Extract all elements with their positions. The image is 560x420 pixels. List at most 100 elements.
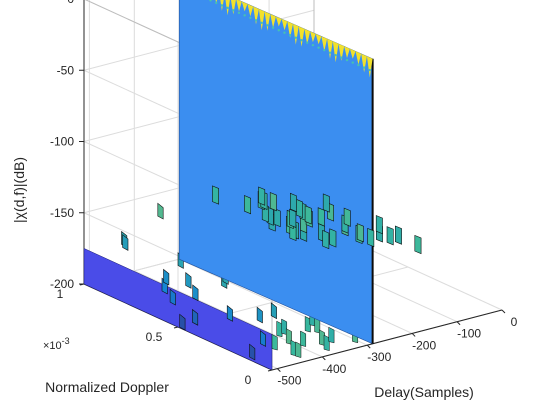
left-sidelobe-strip — [179, 313, 186, 331]
front-sidelobe-strip — [300, 330, 307, 347]
wall-ripple-dot — [243, 14, 246, 17]
wall-ripple-dot — [249, 16, 252, 20]
front-sidelobe-strip — [295, 341, 302, 358]
left-sidelobe-strip — [249, 343, 256, 361]
z-tick-label: -200 — [50, 277, 74, 291]
y-tick-label: 0 — [245, 373, 252, 387]
wall-ripple — [281, 18, 288, 31]
wall-ripple-dot — [220, 4, 224, 7]
x-tick-label: -300 — [367, 350, 391, 364]
front-sidelobe-strip — [276, 320, 283, 338]
right-sidelobe-strip — [329, 228, 337, 248]
z-tick-label: -100 — [50, 135, 74, 149]
wall-ripple-dot — [294, 36, 298, 39]
wall-ripple-dot — [306, 41, 309, 44]
left-sidelobe-strip — [270, 302, 277, 320]
surface-plot — [83, 0, 422, 371]
right-sidelobe-strip — [322, 193, 330, 213]
left-sidelobe-strip — [256, 306, 263, 324]
wall-ripple-dot — [368, 68, 371, 72]
wall-ripple — [253, 6, 259, 25]
x-tick-label: 0 — [511, 315, 518, 329]
x-axis-line — [271, 309, 503, 371]
wall-ripple-dot — [277, 29, 280, 32]
x-tick-mark — [411, 333, 416, 337]
x-tick-label: -200 — [412, 338, 436, 352]
right-sidelobe-strip — [269, 192, 277, 212]
z-tick-label: 0 — [67, 0, 74, 6]
wall-ripple — [236, 0, 242, 12]
wall-ripple — [215, 0, 217, 3]
wall-ripple — [366, 56, 373, 78]
right-sidelobe-strip — [244, 195, 251, 215]
left-sidelobe-strip — [226, 304, 233, 322]
y-axis-exponent: ×10-3 — [43, 336, 70, 352]
right-sidelobe-strip — [212, 185, 219, 205]
wall-ripple-dot — [288, 34, 292, 37]
right-sidelobe-strip — [343, 207, 351, 227]
wall-ripple — [304, 28, 311, 45]
y-tick-label: 0.5 — [146, 330, 163, 344]
front-sidelobe-strip — [304, 315, 311, 333]
wall-ripple — [327, 38, 333, 59]
wall-ripple — [264, 11, 271, 31]
wall-ripple-dot — [334, 53, 337, 57]
wall-ripple — [287, 21, 293, 38]
right-sidelobe-strip — [367, 227, 375, 248]
left-sidelobe-strip — [185, 271, 192, 289]
z-axis-label: |χ(d,f)|(dB) — [11, 157, 27, 223]
wall-ripple — [247, 4, 254, 17]
wall-ripple-dot — [209, 0, 212, 2]
wall-ripple-dot — [271, 26, 275, 29]
wall-ripple — [332, 41, 339, 63]
front-sidelobe-strip — [271, 333, 278, 351]
wall-ripple — [275, 16, 282, 27]
right-sidelobe-strip — [394, 225, 402, 245]
right-sidelobe-strip — [356, 223, 364, 243]
right-sidelobe-strip — [414, 234, 422, 255]
left-sidelobe-strip — [122, 234, 129, 251]
wall-ripple — [321, 36, 328, 52]
wall-ripple — [241, 1, 248, 12]
wall-ripple-dot — [311, 43, 315, 47]
wall-ripple-dot — [237, 11, 241, 15]
right-sidelobe-strip — [289, 192, 297, 213]
wall-ripple — [338, 43, 345, 61]
wall-ripple-dot — [357, 63, 360, 67]
wall-ripple-dot — [266, 24, 269, 27]
wall-ripple-dot — [283, 31, 286, 34]
wall-ripple-dot — [232, 9, 235, 12]
wall-ripple-dot — [362, 66, 366, 69]
right-sidelobe-strip — [258, 186, 266, 206]
right-sidelobe-strip — [375, 215, 383, 235]
x-tick-mark — [501, 309, 506, 314]
wall-ripple — [349, 48, 356, 59]
wall-ripple — [310, 31, 316, 43]
x-tick-label: -500 — [277, 374, 301, 388]
right-sidelobe-strip — [322, 229, 330, 250]
wall-ripple-dot — [226, 6, 229, 10]
wall-ripple-dot — [215, 1, 218, 5]
z-tick-label: -50 — [57, 63, 75, 77]
right-sidelobe-strip — [273, 207, 281, 228]
y-tick-label: 1 — [57, 287, 64, 301]
left-sidelobe-strip — [259, 330, 267, 347]
front-sidelobe-strip — [328, 326, 335, 344]
left-sidelobe-strip — [163, 268, 170, 286]
wall-ripple — [230, 0, 236, 15]
left-sidelobe-strip — [192, 308, 199, 326]
front-sidelobe-strip — [323, 334, 330, 352]
right-sidelobe-strip — [317, 207, 325, 227]
wall-ripple — [361, 53, 367, 73]
x-axis-label: Delay(Samples) — [374, 384, 474, 400]
y-axis-label: Normalized Doppler — [45, 379, 169, 395]
x-tick-mark — [366, 344, 371, 349]
x-tick-label: -100 — [457, 327, 481, 341]
wall-ripple-dot — [328, 51, 332, 54]
wall-ripple — [258, 9, 265, 31]
wall-ripple-dot — [254, 19, 258, 22]
y-tick-mark — [267, 369, 273, 372]
right-sidelobe-strip — [304, 205, 312, 225]
wall-ripple — [270, 14, 276, 28]
